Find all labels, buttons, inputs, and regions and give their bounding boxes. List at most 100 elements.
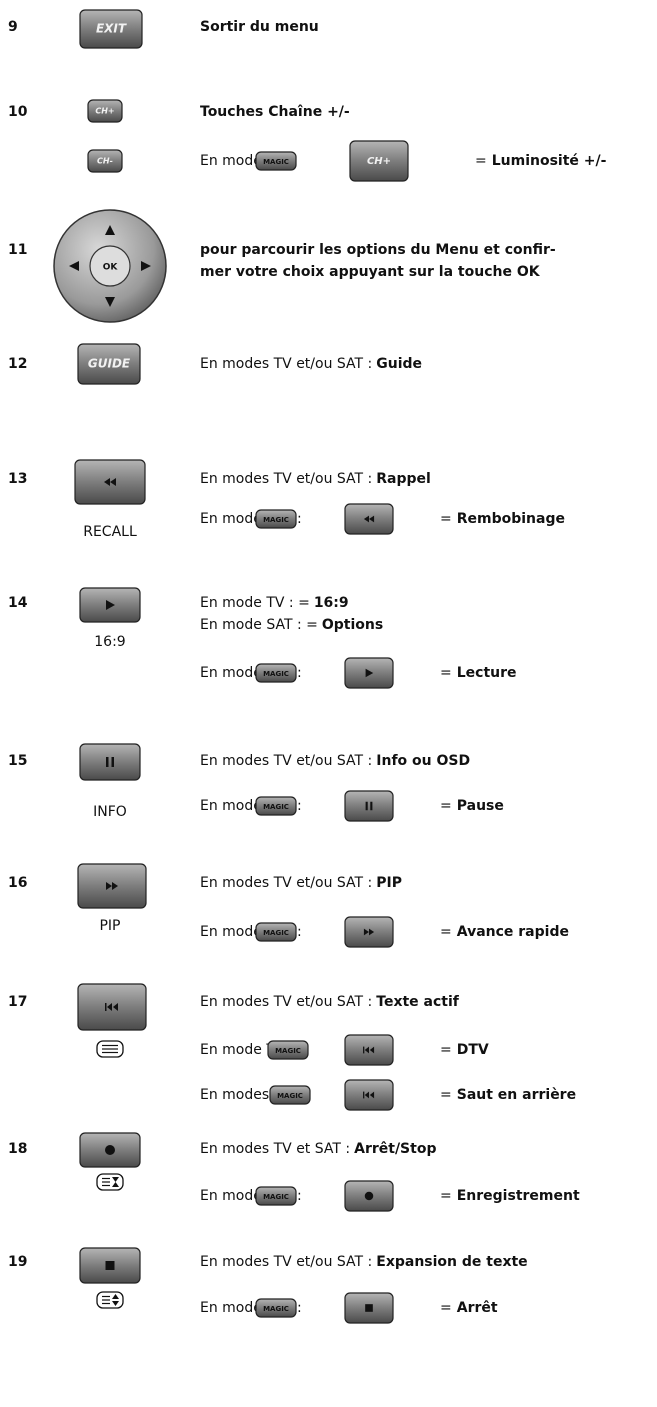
button-label: CH+: [367, 156, 391, 167]
description: En modes TV et/ou SAT : PIP: [200, 875, 402, 891]
description: En modes TV et/ou SAT : Guide: [200, 356, 422, 372]
magic-button: [255, 663, 297, 683]
remote-button: [87, 149, 123, 173]
button-icon: [106, 757, 109, 767]
button-caption: PIP: [99, 918, 120, 934]
magic-button: [255, 509, 297, 529]
combo-result-bold: Lecture: [457, 665, 517, 681]
button-icon: [104, 478, 110, 486]
remote-button: [79, 743, 141, 781]
button-label: MAGIC: [263, 1305, 289, 1313]
item-number: 12: [8, 356, 27, 372]
magic-button: [269, 1085, 311, 1105]
button-icon: [106, 600, 115, 610]
button-label: MAGIC: [263, 1193, 289, 1201]
dpad-arrow: [141, 261, 151, 271]
button-icon: [363, 928, 369, 936]
combo-equals: =: [440, 511, 452, 527]
remote-button: [87, 99, 123, 123]
description-text: En mode SAT : =: [200, 617, 318, 633]
button-icon: [110, 478, 116, 486]
button-icon: [364, 1091, 369, 1099]
button-icon: [113, 1003, 118, 1011]
description-text: En mode TV : =: [200, 595, 310, 611]
button-icon: [365, 668, 374, 678]
item-number: 19: [8, 1254, 27, 1270]
button-label: MAGIC: [263, 158, 289, 166]
button-icon: [365, 1304, 373, 1312]
description-bold: Options: [322, 617, 383, 633]
description-bold: 16:9: [314, 595, 349, 611]
button-label: MAGIC: [263, 803, 289, 811]
teletext-icon: [112, 1301, 119, 1306]
remote-button: [344, 790, 394, 822]
description: Touches Chaîne +/-: [200, 104, 350, 120]
item-number: 11: [8, 242, 27, 258]
combo-result-bold: Rembobinage: [457, 511, 565, 527]
combo-result: = Rembobinage: [440, 511, 565, 527]
description-bold: Guide: [376, 356, 422, 372]
button-icon: [364, 1191, 374, 1201]
button-icon: [105, 1003, 107, 1011]
item-number: 15: [8, 753, 27, 769]
button-icon: [112, 882, 118, 890]
button-icon: [105, 1145, 115, 1155]
dpad-arrow: [105, 225, 115, 235]
button-label: MAGIC: [263, 670, 289, 678]
button-label: EXIT: [96, 22, 127, 36]
item-number: 13: [8, 471, 27, 487]
remote-button: [349, 140, 409, 182]
remote-button: [79, 9, 143, 49]
button-label: MAGIC: [275, 1047, 301, 1055]
combo-equals: =: [440, 1300, 452, 1316]
description-bold: Sortir du menu: [200, 19, 319, 35]
description-bold: Arrêt/Stop: [354, 1141, 436, 1157]
magic-button: [255, 796, 297, 816]
description-bold: Info ou OSD: [376, 753, 470, 769]
description: En mode SAT : = Options: [200, 617, 383, 633]
magic-button: [255, 1186, 297, 1206]
button-icon: [369, 928, 375, 936]
description-text: En modes TV et/ou SAT :: [200, 356, 372, 372]
combo-equals: =: [475, 153, 487, 169]
description: En modes TV et/ou SAT : Texte actif: [200, 994, 460, 1010]
dpad-arrow: [69, 261, 79, 271]
combo-result-bold: Luminosité +/-: [492, 153, 607, 169]
combo-result-bold: Enregistrement: [457, 1188, 580, 1204]
button-icon: [370, 801, 373, 811]
combo-equals: =: [440, 1087, 452, 1103]
combo-result-bold: Pause: [457, 798, 504, 814]
description-text: En modes TV et/ou SAT :: [200, 753, 372, 769]
description: Sortir du menu: [200, 19, 319, 35]
description-bold: Expansion de texte: [376, 1254, 527, 1270]
button-label: MAGIC: [263, 929, 289, 937]
dpad-arrow: [105, 297, 115, 307]
combo-result: = Saut en arrière: [440, 1087, 576, 1103]
button-icon: [365, 801, 368, 811]
combo-equals: =: [440, 924, 452, 940]
button-icon: [369, 515, 375, 523]
button-icon: [106, 882, 112, 890]
description: En modes TV et/ou SAT : Rappel: [200, 471, 431, 487]
combo-result: = Enregistrement: [440, 1188, 580, 1204]
magic-button: [255, 1298, 297, 1318]
item-number: 10: [8, 104, 28, 120]
combo-result-bold: Avance rapide: [457, 924, 569, 940]
magic-button: [255, 151, 297, 171]
button-icon: [111, 757, 114, 767]
item-number: 18: [8, 1141, 27, 1157]
button-icon: [363, 1046, 365, 1054]
button-icon: [369, 1046, 375, 1054]
description-bold: Rappel: [376, 471, 431, 487]
description-text: En modes TV et SAT :: [200, 1141, 350, 1157]
description-text: En modes TV et/ou SAT :: [200, 994, 372, 1010]
button-icon: [363, 515, 369, 523]
button-icon: [363, 1091, 365, 1099]
description: En mode TV : = 16:9: [200, 595, 349, 611]
description: pour parcourir les options du Menu et co…: [200, 242, 556, 258]
description: mer votre choix appuyant sur la touche O…: [200, 264, 541, 280]
description-bold: Touches Chaîne +/-: [200, 104, 350, 120]
item-number: 17: [8, 994, 27, 1010]
combo-result: = Lecture: [440, 665, 517, 681]
